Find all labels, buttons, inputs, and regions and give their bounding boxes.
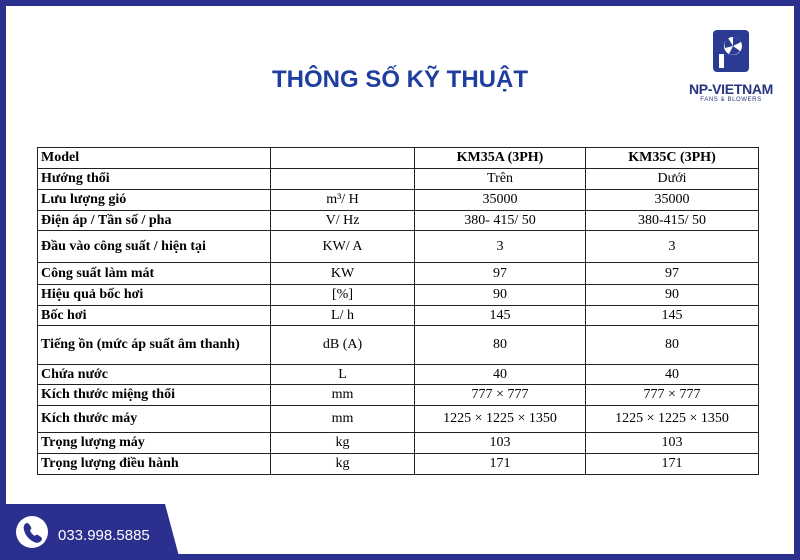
cell bbox=[270, 147, 415, 169]
row: Kích thước máy mm 1225 × 1225 × 1350 1225 ×… bbox=[37, 405, 759, 433]
row: Model KM35A (3PH) KM35C (3PH) bbox=[37, 147, 759, 169]
spec-table: Model KM35A (3PH) KM35C (3PH) Hướng thổi Trê… bbox=[37, 147, 759, 475]
cell: kg bbox=[270, 432, 415, 454]
row: Hướng thổi Trên Dưới bbox=[37, 168, 759, 190]
cell: 103 bbox=[585, 432, 759, 454]
cell: 3 bbox=[414, 230, 586, 263]
cell: V/ Hz bbox=[270, 210, 415, 231]
cell: Lưu lượng gió bbox=[37, 189, 271, 211]
row: Điện áp / Tần số / pha V/ Hz 380- 415/ 50 3… bbox=[37, 210, 759, 231]
cell: Đầu vào công suất / hiện tại bbox=[37, 230, 271, 263]
cell: 1225 × 1225 × 1350 bbox=[414, 405, 586, 433]
cell: Kích thước máy bbox=[37, 405, 271, 433]
cell: KM35A (3PH) bbox=[414, 147, 586, 169]
cell: 97 bbox=[414, 262, 586, 285]
cell: 80 bbox=[414, 325, 586, 365]
cell: Hiệu quả bốc hơi bbox=[37, 284, 271, 306]
cell: 97 bbox=[585, 262, 759, 285]
cell: 80 bbox=[585, 325, 759, 365]
cell: mm bbox=[270, 384, 415, 406]
cell: L bbox=[270, 364, 415, 385]
row: Trọng lượng máy kg 103 103 bbox=[37, 432, 759, 454]
cell: KW/ A bbox=[270, 230, 415, 263]
cell: Dưới bbox=[585, 168, 759, 190]
row: Trọng lượng điều hành kg 171 171 bbox=[37, 453, 759, 475]
row: Hiệu quả bốc hơi [%] 90 90 bbox=[37, 284, 759, 306]
cell: Tiếng ồn (mức áp suất âm thanh) bbox=[37, 325, 271, 365]
cell: 40 bbox=[585, 364, 759, 385]
cell: 145 bbox=[414, 305, 586, 326]
cell: L/ h bbox=[270, 305, 415, 326]
cell: Chứa nước bbox=[37, 364, 271, 385]
cell: KW bbox=[270, 262, 415, 285]
cell: Bốc hơi bbox=[37, 305, 271, 326]
row: Tiếng ồn (mức áp suất âm thanh) dB (A) 80 8… bbox=[37, 325, 759, 365]
cell: 777 × 777 bbox=[585, 384, 759, 406]
cell: KM35C (3PH) bbox=[585, 147, 759, 169]
logo-icon bbox=[713, 30, 749, 72]
cell: Model bbox=[37, 147, 271, 169]
cell bbox=[270, 168, 415, 190]
cell: 380- 415/ 50 bbox=[414, 210, 586, 231]
cell: m³/ H bbox=[270, 189, 415, 211]
cell: 1225 × 1225 × 1350 bbox=[585, 405, 759, 433]
row: Chứa nước L 40 40 bbox=[37, 364, 759, 385]
cell: kg bbox=[270, 453, 415, 475]
cell: 3 bbox=[585, 230, 759, 263]
cell: Điện áp / Tần số / pha bbox=[37, 210, 271, 231]
cell: Trên bbox=[414, 168, 586, 190]
cell: mm bbox=[270, 405, 415, 433]
cell: Trọng lượng máy bbox=[37, 432, 271, 454]
row: Kích thước miệng thổi mm 777 × 777 777 × 77… bbox=[37, 384, 759, 406]
brand: NP-VIETNAM bbox=[688, 81, 774, 97]
cell: 103 bbox=[414, 432, 586, 454]
phone: 033.998.5885 bbox=[58, 527, 150, 544]
cell: 35000 bbox=[414, 189, 586, 211]
cell: 777 × 777 bbox=[414, 384, 586, 406]
cell: dB (A) bbox=[270, 325, 415, 365]
cell: Kích thước miệng thổi bbox=[37, 384, 271, 406]
cell: Trọng lượng điều hành bbox=[37, 453, 271, 475]
title: THÔNG SỐ KỸ THUẬT bbox=[272, 66, 528, 93]
cell: Hướng thổi bbox=[37, 168, 271, 190]
logo: NP-VIETNAM FANS & BLOWERS bbox=[676, 28, 786, 103]
cell: [%] bbox=[270, 284, 415, 306]
cell: Công suất làm mát bbox=[37, 262, 271, 285]
cell: 35000 bbox=[585, 189, 759, 211]
cell: 171 bbox=[585, 453, 759, 475]
row: Lưu lượng gió m³/ H 35000 35000 bbox=[37, 189, 759, 211]
tagline: FANS & BLOWERS bbox=[700, 97, 762, 103]
cell: 40 bbox=[414, 364, 586, 385]
row: Công suất làm mát KW 97 97 bbox=[37, 262, 759, 285]
cell: 145 bbox=[585, 305, 759, 326]
cell: 90 bbox=[585, 284, 759, 306]
cell: 171 bbox=[414, 453, 586, 475]
phone-badge bbox=[0, 504, 180, 560]
cell: 90 bbox=[414, 284, 586, 306]
row: Bốc hơi L/ h 145 145 bbox=[37, 305, 759, 326]
cell: 380-415/ 50 bbox=[585, 210, 759, 231]
